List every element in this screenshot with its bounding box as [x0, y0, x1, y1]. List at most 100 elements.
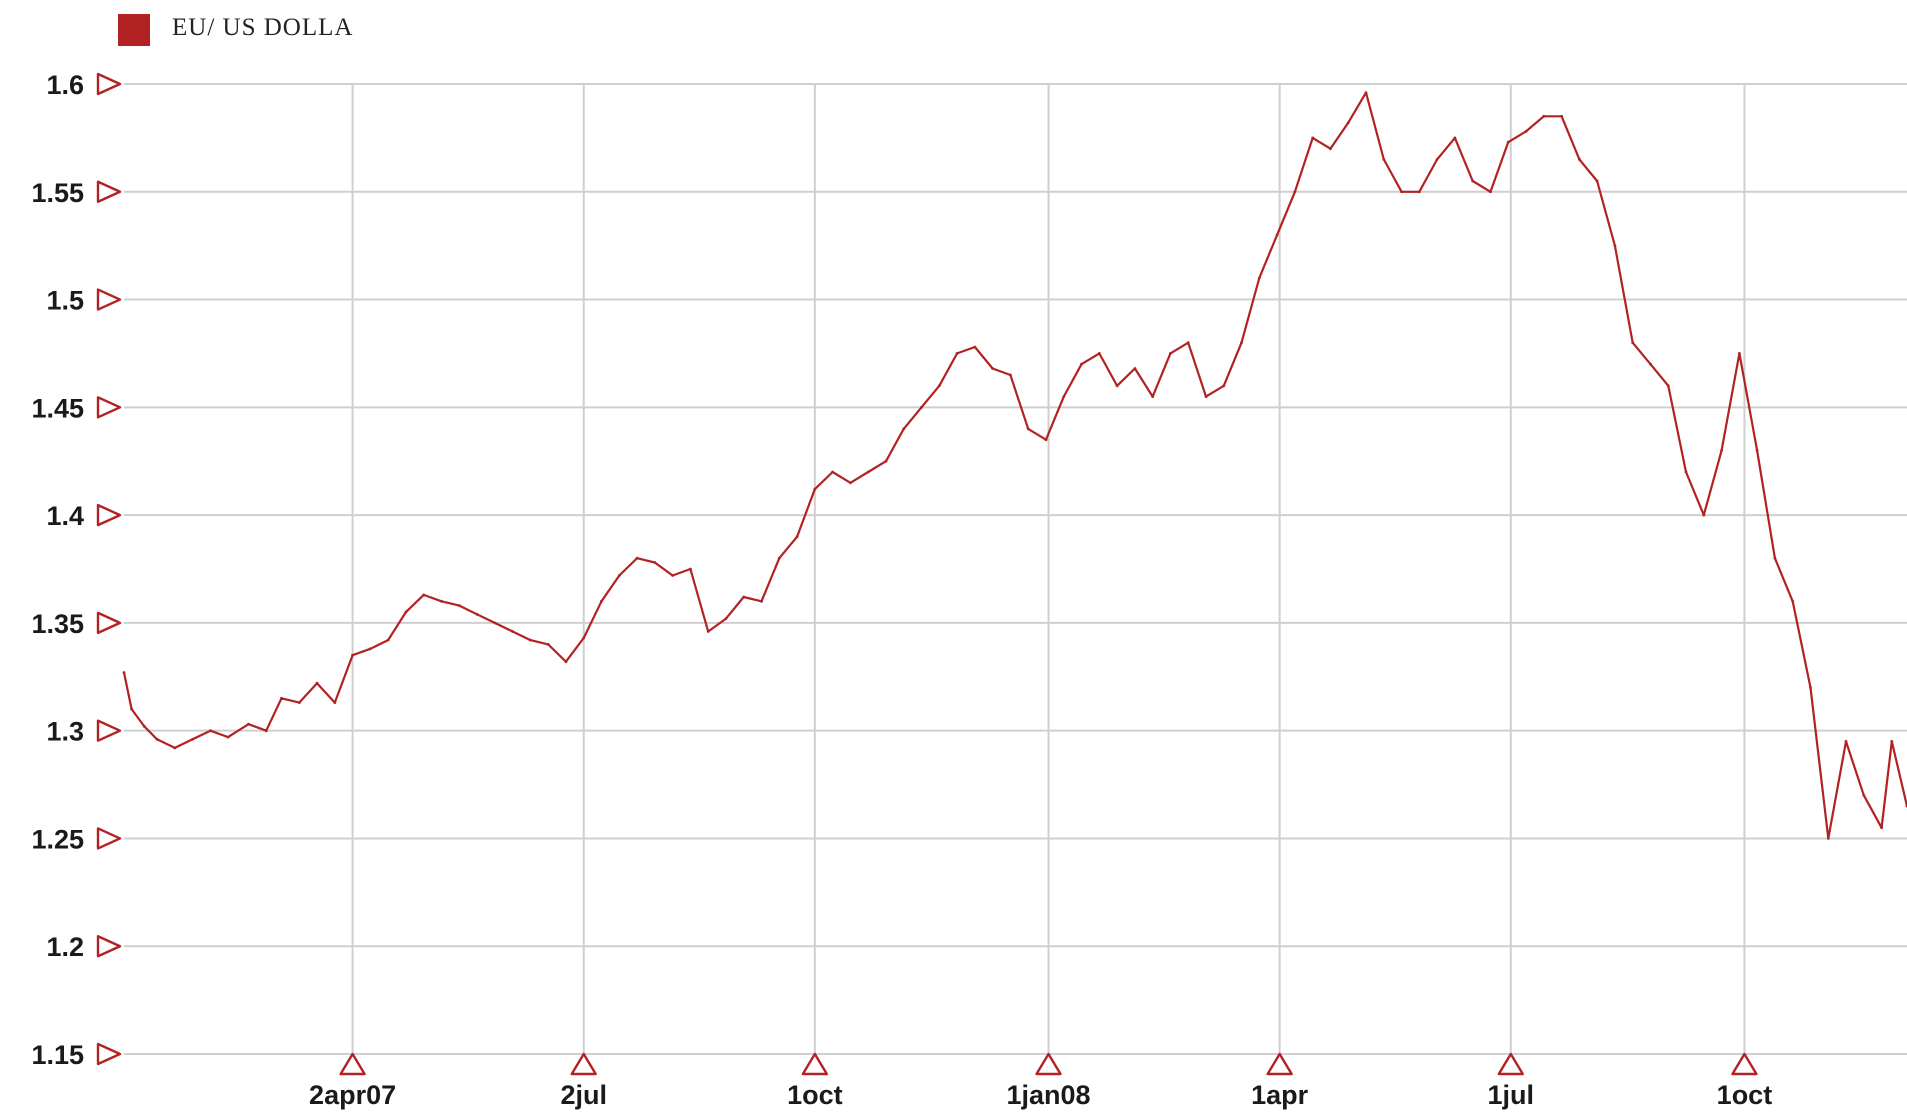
data-point	[1649, 362, 1652, 366]
data-point	[1862, 793, 1866, 797]
data-point	[1613, 244, 1617, 248]
data-point	[130, 707, 134, 711]
data-point	[937, 384, 941, 388]
data-point	[617, 574, 621, 577]
y-tick-label: 1.25	[31, 824, 84, 854]
x-tick-label: 1oct	[787, 1080, 843, 1110]
data-point	[1435, 158, 1439, 161]
data-point	[1666, 384, 1670, 388]
data-point	[404, 610, 408, 614]
data-point	[1080, 362, 1083, 366]
x-tick-label: 2jul	[560, 1080, 607, 1110]
data-point	[831, 470, 834, 474]
x-tick-marker	[1497, 1052, 1524, 1076]
x-axis: 2apr07 2jul 1oct 1jan08 1apr 1jul 1oct	[309, 1052, 1772, 1110]
y-tick-label: 1.2	[46, 932, 84, 962]
data-point	[1044, 438, 1048, 442]
data-point	[122, 671, 126, 674]
data-point	[724, 617, 728, 620]
data-point	[564, 660, 568, 664]
data-point	[351, 653, 354, 657]
data-point	[991, 367, 994, 370]
x-tick-marker	[801, 1052, 829, 1076]
data-point	[777, 556, 781, 560]
data-point	[155, 737, 159, 741]
data-point	[760, 599, 763, 603]
x-tick-marker	[1035, 1052, 1062, 1076]
y-tick-label: 1.15	[31, 1040, 84, 1070]
data-point	[1471, 179, 1475, 183]
x-tick-label: 1apr	[1251, 1080, 1309, 1110]
data-point	[369, 647, 372, 651]
data-point	[1560, 114, 1563, 118]
series-line-eu-us-dollar	[122, 91, 1907, 840]
y-tick-label: 1.4	[46, 501, 84, 531]
data-point	[386, 638, 390, 642]
data-point	[511, 630, 514, 633]
data-point	[546, 643, 550, 646]
data-point	[1595, 179, 1599, 183]
data-point	[1364, 91, 1368, 94]
y-tick-marker	[96, 1042, 122, 1066]
data-point	[1773, 556, 1777, 560]
y-tick-label: 1.5	[46, 286, 84, 316]
data-point	[333, 701, 337, 704]
x-tick-marker	[1731, 1052, 1758, 1076]
data-point	[1702, 513, 1706, 517]
data-point	[1524, 130, 1528, 133]
x-tick-label: 1jul	[1488, 1080, 1535, 1110]
data-point	[1890, 740, 1894, 743]
y-tick-marker	[96, 503, 122, 527]
y-tick-label: 1.35	[31, 609, 84, 639]
data-point	[1542, 114, 1546, 118]
data-point	[1631, 341, 1635, 345]
data-point	[173, 746, 177, 750]
data-point	[1115, 384, 1119, 388]
y-tick-marker	[96, 719, 122, 742]
data-point	[1738, 352, 1741, 355]
data-point	[209, 729, 212, 733]
data-point	[1826, 837, 1830, 840]
legend-swatch	[118, 14, 150, 46]
data-point	[866, 470, 870, 474]
data-point	[1755, 449, 1759, 452]
data-point	[1275, 233, 1279, 237]
y-tick-label: 1.55	[31, 178, 84, 208]
data-point	[706, 630, 710, 633]
x-tick-label: 2apr07	[309, 1080, 396, 1110]
data-point	[689, 567, 692, 571]
data-point	[795, 535, 799, 539]
data-point	[226, 735, 230, 739]
data-point	[297, 701, 301, 704]
data-point	[475, 612, 479, 616]
y-tick-marker	[96, 611, 122, 635]
data-point	[1293, 190, 1297, 194]
data-point	[1489, 190, 1492, 194]
data-point	[1791, 599, 1795, 603]
legend: EU/ US DOLLA	[118, 14, 352, 46]
data-point	[280, 696, 283, 700]
data-point	[884, 459, 888, 463]
y-tick-marker	[96, 288, 122, 311]
data-point	[973, 345, 977, 349]
data-point	[1240, 341, 1243, 345]
data-point	[582, 636, 586, 640]
data-point	[1062, 395, 1066, 398]
data-point	[1346, 121, 1350, 125]
data-point	[1720, 449, 1723, 452]
data-point	[1844, 740, 1848, 743]
y-tick-marker	[96, 827, 122, 850]
data-point	[920, 405, 923, 409]
data-point	[422, 593, 426, 597]
data-point	[1133, 367, 1137, 370]
data-point	[1453, 136, 1457, 140]
data-point	[1186, 341, 1190, 345]
x-tick-label: 1jan08	[1006, 1080, 1090, 1110]
x-tick-marker	[1266, 1052, 1293, 1076]
data-point	[1151, 395, 1155, 398]
y-tick-label: 1.6	[46, 70, 84, 100]
data-point	[1222, 384, 1226, 388]
y-tick-marker	[96, 180, 122, 203]
data-point	[955, 352, 959, 355]
y-tick-marker	[96, 935, 122, 958]
